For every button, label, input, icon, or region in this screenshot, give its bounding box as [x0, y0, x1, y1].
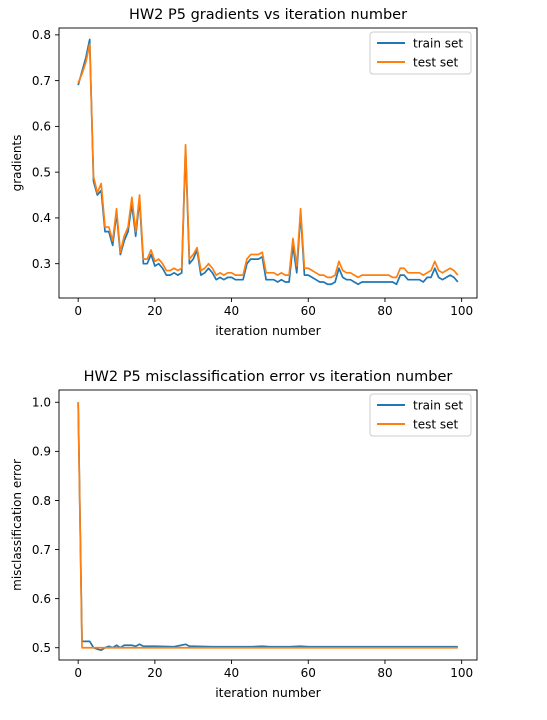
x-tick-label: 20 — [147, 304, 162, 318]
misclassification-chart: HW2 P5 misclassification error vs iterat… — [10, 369, 478, 700]
y-tick-label: 0.7 — [32, 543, 51, 557]
y-tick-label: 0.9 — [32, 445, 51, 459]
y-tick-label: 0.5 — [32, 641, 51, 655]
y-axis: 0.5 0.6 0.7 0.8 0.9 1.0 — [32, 396, 59, 655]
x-tick-label: 0 — [74, 666, 82, 680]
x-tick-label: 80 — [377, 666, 392, 680]
x-tick-label: 60 — [301, 666, 316, 680]
x-tick-label: 100 — [450, 304, 473, 318]
y-tick-label: 0.3 — [32, 257, 51, 271]
chart-title: HW2 P5 misclassification error vs iterat… — [84, 369, 453, 385]
y-tick-label: 0.4 — [32, 211, 51, 225]
y-axis-label: misclassification error — [10, 459, 24, 591]
x-tick-label: 20 — [147, 666, 162, 680]
series-lines — [77, 402, 458, 652]
series-line-test-set — [77, 43, 459, 279]
series-line-train-set — [77, 402, 458, 652]
x-tick-label: 0 — [74, 304, 82, 318]
series-line-test-set — [77, 402, 458, 649]
gradients-chart: HW2 P5 gradients vs iteration number 0 20… — [10, 7, 478, 338]
legend-label-test-set: test set — [413, 56, 458, 70]
x-tick-label: 100 — [450, 666, 473, 680]
chart-title: HW2 P5 gradients vs iteration number — [129, 7, 407, 23]
legend-label-test-set: test set — [413, 418, 458, 432]
y-tick-label: 0.8 — [32, 28, 51, 42]
y-tick-label: 0.5 — [32, 165, 51, 179]
series-lines — [77, 38, 459, 286]
y-axis: 0.3 0.4 0.5 0.6 0.7 0.8 — [32, 28, 59, 271]
y-tick-label: 0.6 — [32, 592, 51, 606]
x-tick-label: 40 — [224, 666, 239, 680]
x-tick-label: 80 — [377, 304, 392, 318]
legend: train set test set — [369, 393, 472, 437]
x-axis: 0 20 40 60 80 100 — [74, 660, 473, 680]
y-tick-label: 0.6 — [32, 120, 51, 134]
x-tick-label: 40 — [224, 304, 239, 318]
x-tick-label: 60 — [301, 304, 316, 318]
x-axis-label: iteration number — [215, 685, 321, 700]
y-tick-label: 0.8 — [32, 494, 51, 508]
legend: train set test set — [369, 31, 472, 75]
legend-label-train-set: train set — [413, 37, 463, 51]
legend-label-train-set: train set — [413, 399, 463, 413]
y-axis-label: gradients — [10, 135, 24, 192]
x-axis: 0 20 40 60 80 100 — [74, 298, 473, 318]
x-axis-label: iteration number — [215, 323, 321, 338]
y-tick-label: 1.0 — [32, 396, 51, 410]
y-tick-label: 0.7 — [32, 74, 51, 88]
